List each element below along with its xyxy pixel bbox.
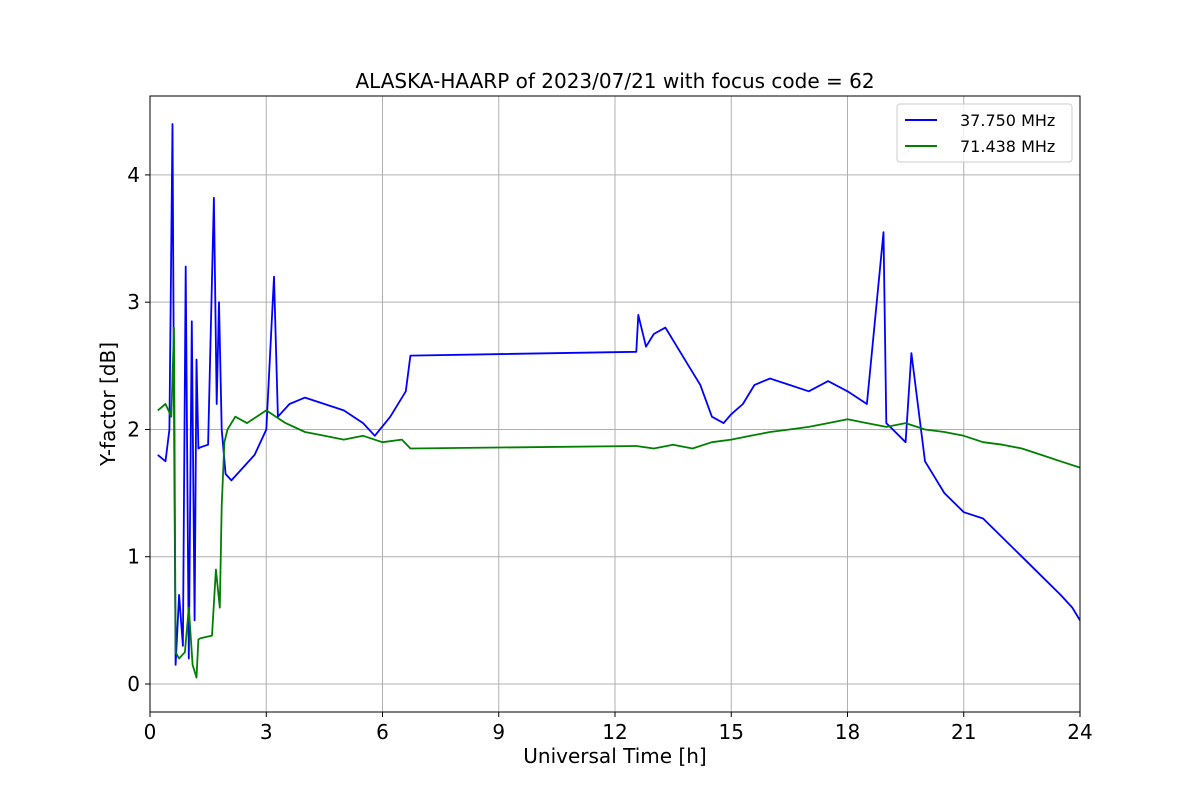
legend-label-1: 37.750 MHz <box>960 111 1055 130</box>
chart-title: ALASKA-HAARP of 2023/07/21 with focus co… <box>355 69 874 93</box>
x-tick-label: 15 <box>719 720 744 744</box>
grid <box>149 96 1081 712</box>
series-line-2 <box>157 326 1081 679</box>
y-tick-label: 1 <box>127 545 140 569</box>
y-tick-label: 0 <box>127 672 140 696</box>
x-tick-label: 6 <box>376 720 389 744</box>
legend-box <box>896 103 1073 163</box>
x-tick-label: 12 <box>602 720 627 744</box>
x-tick-label: 21 <box>951 720 976 744</box>
y-tick-label: 3 <box>127 290 140 314</box>
x-tick-label: 24 <box>1067 720 1092 744</box>
y-axis-label: Y-factor [dB] <box>96 342 120 467</box>
plot-area <box>157 123 1081 679</box>
x-tick-label: 0 <box>144 720 157 744</box>
series-line-1 <box>157 123 1081 666</box>
legend-label-2: 71.438 MHz <box>960 137 1055 156</box>
x-axis-label: Universal Time [h] <box>523 744 706 768</box>
y-tick-label: 2 <box>127 417 140 441</box>
legend: 37.750 MHz 71.438 MHz <box>896 103 1073 163</box>
x-tick-label: 9 <box>492 720 505 744</box>
x-tick-label: 3 <box>260 720 273 744</box>
x-tick-label: 18 <box>835 720 860 744</box>
y-tick-label: 4 <box>127 163 140 187</box>
